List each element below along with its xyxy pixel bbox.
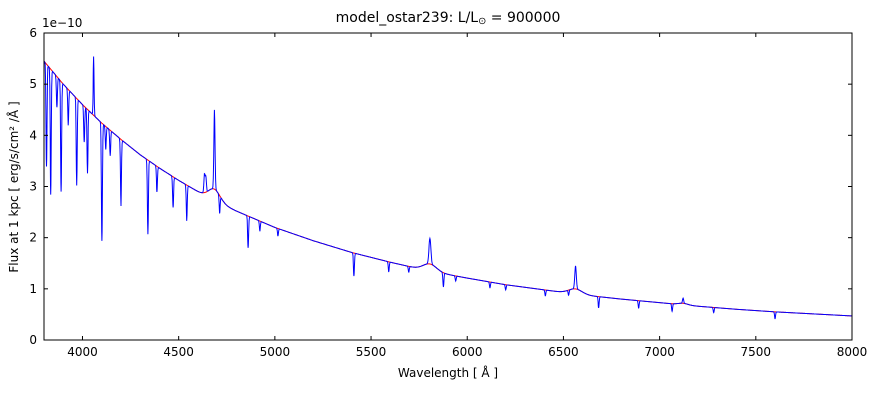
y-tick-label: 5 [29, 77, 37, 91]
x-tick-label: 8000 [837, 345, 868, 359]
y-tick-label: 1 [29, 282, 37, 296]
x-tick-label: 5000 [260, 345, 291, 359]
x-tick-label: 7500 [741, 345, 772, 359]
x-tick-label: 6500 [548, 345, 579, 359]
y-tick-label: 0 [29, 333, 37, 347]
x-tick-label: 4500 [163, 345, 194, 359]
x-tick-label: 7000 [644, 345, 675, 359]
x-tick-label: 5500 [356, 345, 387, 359]
x-tick-label: 6000 [452, 345, 483, 359]
chart-title: model_ostar239: L/L⊙ = 900000 [44, 10, 852, 27]
title-sun-subscript-icon: ⊙ [478, 16, 487, 28]
continuum-line [43, 60, 853, 317]
x-axis-label: Wavelength [ Å ] [397, 366, 499, 380]
title-value: = 900000 [486, 10, 561, 26]
axes-frame [43, 32, 853, 341]
y-axis-label: Flux at 1 kpc [ erg/s/cm² /Å ] [7, 101, 21, 273]
y-axis-offset-label: 1e−10 [42, 16, 83, 30]
x-tick-label: 4000 [67, 345, 98, 359]
title-text: model_ostar239: L/L [335, 10, 479, 26]
spectrum-line [43, 56, 853, 320]
y-tick-label: 3 [29, 180, 37, 194]
y-tick-label: 4 [29, 128, 37, 142]
y-tick-label: 2 [29, 231, 37, 245]
y-tick-label: 6 [29, 26, 37, 40]
